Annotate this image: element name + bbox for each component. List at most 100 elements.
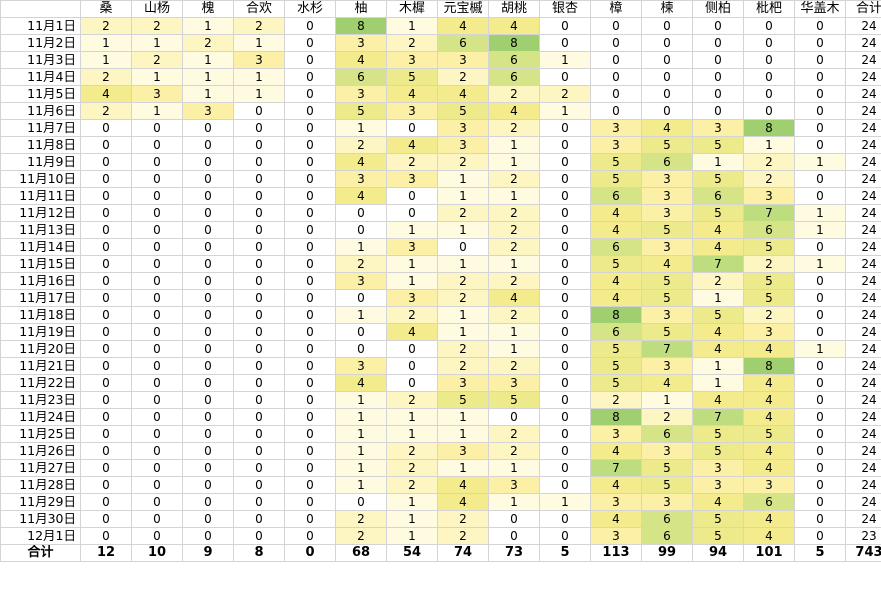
- count-cell: 0: [182, 527, 234, 545]
- count-cell: 1: [539, 493, 591, 511]
- count-cell: 0: [794, 51, 846, 69]
- count-cell: 0: [794, 272, 846, 290]
- count-cell: 1: [488, 136, 540, 154]
- count-cell: 0: [80, 408, 132, 426]
- count-cell: 0: [131, 187, 183, 205]
- count-cell: 0: [233, 187, 285, 205]
- count-cell: 0: [182, 255, 234, 273]
- count-cell: 1: [386, 527, 438, 545]
- count-cell: 3: [692, 119, 744, 137]
- count-cell: 5: [692, 425, 744, 443]
- count-cell: 0: [131, 272, 183, 290]
- table-row: 11月21日 0 0 0 0 0 3 0 2 2 0 5 3 1 8 0 24: [0, 357, 881, 375]
- count-cell: 0: [233, 119, 285, 137]
- count-cell: 8: [488, 34, 540, 52]
- count-cell: 2: [386, 476, 438, 494]
- count-cell: 3: [131, 85, 183, 103]
- count-cell: 4: [488, 102, 540, 120]
- count-cell: 6: [590, 238, 642, 256]
- date-cell: 11月17日: [0, 289, 81, 307]
- count-cell: 0: [284, 221, 336, 239]
- count-cell: 0: [233, 442, 285, 460]
- column-header: 山杨: [131, 0, 183, 18]
- count-cell: 2: [488, 204, 540, 222]
- count-cell: 0: [794, 170, 846, 188]
- count-cell: 0: [233, 289, 285, 307]
- count-cell: 0: [80, 527, 132, 545]
- count-cell: 1: [539, 102, 591, 120]
- count-cell: 0: [539, 136, 591, 154]
- count-cell: 0: [284, 187, 336, 205]
- count-cell: 0: [182, 272, 234, 290]
- count-cell: 2: [386, 442, 438, 460]
- count-cell: 4: [590, 442, 642, 460]
- count-cell: 0: [284, 408, 336, 426]
- count-cell: 1: [80, 51, 132, 69]
- row-total-cell: 24: [845, 493, 881, 511]
- count-cell: 1: [692, 374, 744, 392]
- count-cell: 0: [284, 459, 336, 477]
- count-cell: 1: [233, 34, 285, 52]
- count-cell: 4: [692, 238, 744, 256]
- count-cell: 0: [641, 85, 693, 103]
- count-cell: 0: [284, 17, 336, 35]
- corner-cell: [0, 0, 81, 18]
- count-cell: 0: [80, 425, 132, 443]
- count-cell: 4: [80, 85, 132, 103]
- count-cell: 0: [182, 391, 234, 409]
- count-cell: 4: [590, 221, 642, 239]
- table-row: 11月13日 0 0 0 0 0 0 1 1 2 0 4 5 4 6 1 24: [0, 221, 881, 239]
- count-cell: 0: [794, 527, 846, 545]
- date-cell: 11月5日: [0, 85, 81, 103]
- count-cell: 3: [488, 374, 540, 392]
- count-cell: 0: [692, 68, 744, 86]
- count-cell: 1: [131, 68, 183, 86]
- count-cell: 0: [539, 153, 591, 171]
- count-cell: 2: [386, 391, 438, 409]
- count-cell: 0: [80, 204, 132, 222]
- count-cell: 1: [488, 187, 540, 205]
- count-cell: 1: [386, 510, 438, 528]
- row-total-cell: 24: [845, 187, 881, 205]
- count-cell: 0: [182, 170, 234, 188]
- date-cell: 11月1日: [0, 17, 81, 35]
- count-cell: 0: [284, 510, 336, 528]
- count-cell: 3: [692, 476, 744, 494]
- count-cell: 0: [80, 306, 132, 324]
- count-cell: 2: [743, 306, 795, 324]
- count-cell: 5: [335, 102, 387, 120]
- count-cell: 3: [743, 476, 795, 494]
- count-cell: 1: [692, 289, 744, 307]
- count-cell: 3: [437, 374, 489, 392]
- table-row: 11月5日 4 3 1 1 0 3 4 4 2 2 0 0 0 0 0 24: [0, 85, 881, 103]
- count-cell: 4: [590, 272, 642, 290]
- count-cell: 2: [488, 85, 540, 103]
- count-cell: 0: [233, 357, 285, 375]
- table-row: 11月17日 0 0 0 0 0 0 3 2 4 0 4 5 1 5 0 24: [0, 289, 881, 307]
- count-cell: 0: [641, 68, 693, 86]
- count-cell: 0: [80, 221, 132, 239]
- column-total-cell: 113: [590, 544, 642, 562]
- count-cell: 4: [335, 187, 387, 205]
- count-cell: 3: [335, 357, 387, 375]
- count-cell: 2: [437, 153, 489, 171]
- count-cell: 2: [335, 255, 387, 273]
- count-cell: 7: [641, 340, 693, 358]
- count-cell: 4: [335, 51, 387, 69]
- count-cell: 2: [488, 272, 540, 290]
- count-cell: 5: [641, 221, 693, 239]
- count-cell: 0: [743, 68, 795, 86]
- count-cell: 0: [182, 153, 234, 171]
- count-cell: 3: [335, 272, 387, 290]
- count-cell: 7: [743, 204, 795, 222]
- count-cell: 0: [80, 170, 132, 188]
- date-cell: 11月3日: [0, 51, 81, 69]
- count-cell: 3: [437, 136, 489, 154]
- column-total-cell: 73: [488, 544, 540, 562]
- count-cell: 0: [539, 425, 591, 443]
- date-cell: 11月24日: [0, 408, 81, 426]
- count-cell: 2: [437, 204, 489, 222]
- count-cell: 0: [233, 323, 285, 341]
- count-cell: 5: [437, 102, 489, 120]
- table-row: 11月14日 0 0 0 0 0 1 3 0 2 0 6 3 4 5 0 24: [0, 238, 881, 256]
